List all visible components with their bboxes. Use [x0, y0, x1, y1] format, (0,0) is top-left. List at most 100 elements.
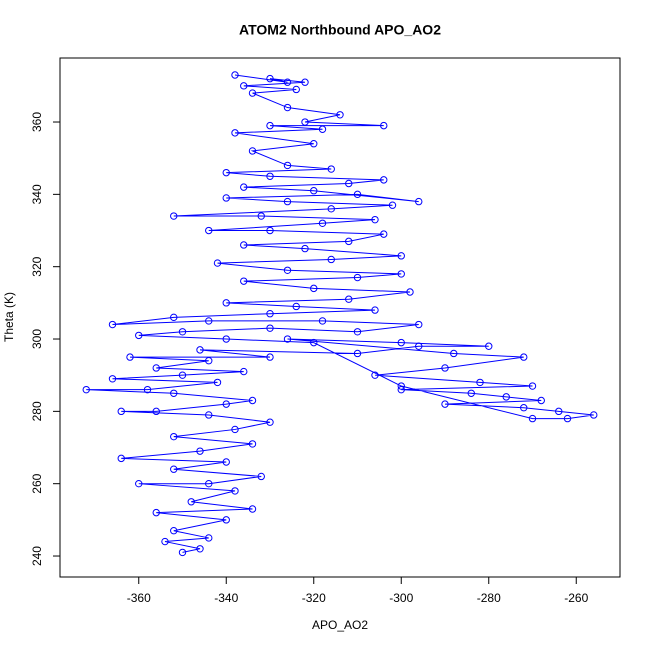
data-point — [231, 487, 239, 495]
data-point — [327, 165, 335, 173]
y-tick-label: 240 — [30, 546, 44, 566]
data-point — [292, 85, 300, 94]
chart-title: ATOM2 Northbound APO_AO2 — [239, 22, 441, 38]
y-tick-label: 280 — [30, 401, 44, 421]
data-point — [441, 364, 449, 372]
data-point — [397, 252, 405, 260]
data-point — [476, 378, 484, 387]
data-point — [240, 367, 248, 376]
data-point — [117, 454, 125, 463]
data-point — [240, 277, 248, 285]
data-point — [143, 385, 152, 394]
x-tick-label: -300 — [389, 591, 413, 605]
data-point — [415, 320, 423, 329]
data-point — [450, 349, 458, 358]
data-point — [196, 447, 204, 455]
data-point — [502, 393, 510, 401]
data-point — [336, 111, 344, 119]
data-point — [248, 440, 257, 448]
data-point — [222, 516, 230, 524]
data-point — [318, 317, 327, 325]
data-point — [467, 389, 475, 397]
data-point — [301, 78, 309, 86]
data-point — [213, 259, 222, 267]
data-point — [266, 121, 274, 130]
data-point — [170, 465, 178, 473]
y-axis-title: Theta (K) — [2, 292, 16, 342]
data-point — [441, 400, 449, 408]
data-point — [353, 349, 362, 358]
data-point — [205, 317, 213, 325]
data-point — [380, 176, 388, 184]
data-point — [371, 215, 379, 224]
y-tick-label: 360 — [30, 112, 44, 132]
data-point — [528, 382, 537, 390]
data-point — [406, 288, 414, 296]
data-point — [528, 414, 537, 423]
data-point — [170, 389, 178, 397]
data-point — [283, 197, 292, 206]
data-point — [248, 396, 257, 405]
y-tick-label: 300 — [30, 329, 44, 349]
data-point — [248, 147, 257, 155]
y-tick-label: 340 — [30, 184, 44, 204]
data-point — [380, 230, 388, 238]
data-point — [222, 458, 230, 466]
data-point — [310, 284, 318, 293]
data-point — [555, 407, 563, 416]
data-point — [205, 411, 213, 419]
data-point — [397, 270, 405, 278]
data-point — [563, 414, 572, 423]
data-point — [537, 396, 545, 405]
data-point — [170, 313, 178, 322]
data-point — [415, 197, 423, 206]
data-point — [397, 338, 405, 347]
data-point — [222, 335, 230, 343]
data-point — [318, 219, 327, 227]
data-point — [82, 385, 90, 394]
data-point — [266, 310, 274, 318]
data-point — [240, 82, 248, 90]
data-point — [266, 226, 274, 235]
data-point — [135, 331, 143, 340]
data-point — [397, 382, 405, 390]
data-point — [590, 411, 598, 419]
data-point — [327, 205, 335, 213]
data-point — [231, 129, 239, 137]
data-point — [248, 89, 257, 97]
data-point — [257, 472, 265, 481]
data-point — [152, 364, 160, 372]
data-point — [301, 118, 309, 126]
x-axis-title: APO_AO2 — [312, 618, 368, 632]
x-tick-label: -260 — [564, 591, 588, 605]
data-point — [135, 479, 143, 488]
x-tick-label: -360 — [127, 591, 151, 605]
data-point — [380, 121, 388, 130]
data-point — [397, 385, 405, 394]
data-point — [117, 407, 125, 416]
data-point — [520, 353, 528, 361]
data-point — [170, 527, 178, 535]
data-point — [353, 273, 362, 282]
data-point — [196, 545, 204, 553]
data-point — [266, 74, 274, 83]
data-point — [415, 342, 423, 350]
x-tick-label: -340 — [214, 591, 238, 605]
data-point — [108, 320, 117, 329]
y-tick-label: 260 — [30, 473, 44, 493]
data-point — [301, 244, 309, 253]
data-point — [353, 328, 362, 336]
data-point — [310, 338, 318, 347]
data-point — [222, 168, 230, 177]
data-point — [283, 266, 292, 275]
data-point — [213, 378, 222, 387]
data-point — [161, 537, 169, 546]
data-point — [222, 194, 230, 202]
x-tick-label: -280 — [477, 591, 501, 605]
data-point — [205, 479, 213, 488]
data-point — [283, 78, 292, 86]
data-point — [178, 371, 187, 379]
data-point — [485, 342, 493, 350]
data-point — [248, 505, 257, 513]
